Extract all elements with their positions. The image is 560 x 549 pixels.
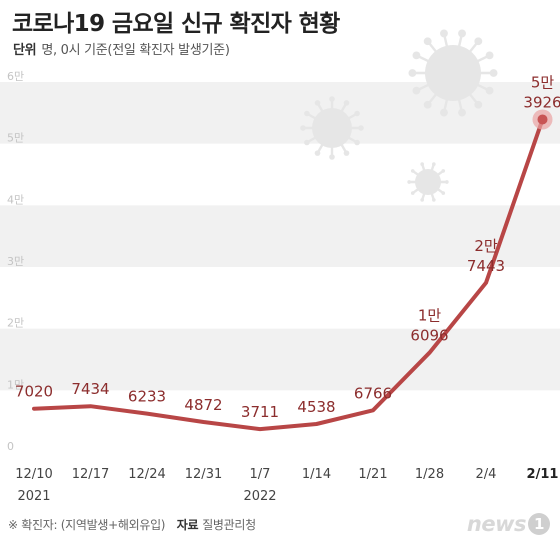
- footer-note: ※ 확진자: (지역발생+해외유입) 자료 질병관리청: [8, 516, 256, 533]
- grid-band: [0, 82, 560, 144]
- data-label: 1만: [418, 307, 442, 325]
- data-label: 6766: [354, 384, 392, 402]
- x-tick-label: 1/21: [358, 467, 387, 482]
- data-label: 7020: [15, 383, 53, 401]
- data-label: 2만: [474, 237, 498, 255]
- x-year-label: 2022: [243, 489, 276, 504]
- x-tick-label: 12/24: [128, 467, 165, 482]
- data-label: 6233: [128, 388, 166, 406]
- data-label: 3711: [241, 403, 279, 421]
- data-label: 4538: [297, 398, 335, 416]
- data-label: 7443: [467, 257, 505, 275]
- source-name: 질병관리청: [202, 518, 256, 532]
- grid-band: [0, 205, 560, 267]
- data-label: 4872: [184, 396, 222, 414]
- source-key: 자료: [176, 518, 199, 532]
- y-tick-label: 0: [7, 440, 14, 453]
- x-tick-label: 12/31: [185, 467, 222, 482]
- y-tick-label: 5만: [7, 132, 24, 145]
- x-tick-label: 2/11: [527, 467, 559, 482]
- data-point-highlight: [537, 114, 548, 125]
- data-label: 3926: [523, 93, 560, 111]
- y-tick-label: 3만: [7, 255, 24, 268]
- y-tick-label: 1만: [7, 378, 24, 391]
- x-tick-label: 2/4: [476, 467, 497, 482]
- chart-title: 코로나19 금요일 신규 확진자 현황: [12, 11, 340, 37]
- y-tick-label: 2만: [7, 317, 24, 330]
- x-year-label: 2021: [17, 489, 50, 504]
- grid-band: [0, 328, 560, 391]
- series-line-confirmed: [32, 117, 545, 432]
- chart-subtitle: 단위 명, 0시 기준(전일 확진자 발생기준): [13, 39, 230, 58]
- data-label: 6096: [410, 327, 448, 345]
- x-tick-label: 1/7: [250, 467, 271, 482]
- unit-key: 단위: [13, 43, 37, 58]
- confirmed-definition-note: ※ 확진자: (지역발생+해외유입): [8, 518, 166, 532]
- data-label: 7434: [71, 380, 109, 398]
- unit-text: 명, 0시 기준(전일 확진자 발생기준): [41, 43, 230, 58]
- x-tick-label: 12/10: [15, 467, 52, 482]
- y-tick-label: 4만: [7, 193, 24, 206]
- news1-logo: news 1: [467, 512, 550, 536]
- x-tick-label: 1/28: [415, 467, 444, 482]
- data-label: 5만: [531, 73, 555, 91]
- y-tick-label: 6만: [7, 70, 24, 83]
- x-tick-label: 12/17: [72, 467, 109, 482]
- virus-decoration: [300, 29, 498, 202]
- x-tick-label: 1/14: [302, 467, 331, 482]
